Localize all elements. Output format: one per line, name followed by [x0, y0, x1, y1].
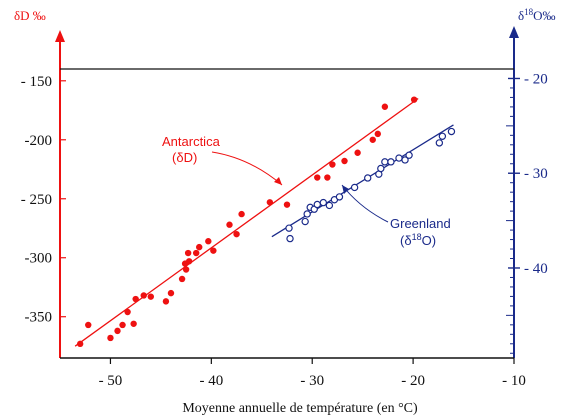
right-axis-title-oxygen: O‰ — [533, 8, 555, 23]
greenland-point — [364, 174, 372, 182]
antarctica-point — [130, 320, 137, 327]
greenland-point — [286, 234, 294, 243]
greenland-point — [285, 224, 293, 232]
antarctica-point — [193, 249, 200, 257]
antarctica-point — [185, 258, 193, 265]
greenland-point — [435, 139, 444, 147]
left-axis-title: δD ‰ — [14, 8, 46, 23]
greenland-label-subtitle: (δ18O) — [400, 232, 436, 248]
greenland-fit-line — [271, 124, 454, 238]
fit-lines — [74, 97, 454, 347]
antarctica-point — [184, 249, 192, 257]
x-tick-label: - 50 — [99, 373, 123, 389]
data-points — [76, 96, 456, 348]
antarctica-point — [140, 292, 147, 299]
antarctica-point — [162, 298, 170, 305]
greenland-point — [405, 151, 413, 159]
antarctica-annotation: Antarctica (δD) — [162, 134, 283, 186]
left-y-tick-label: -200 — [25, 133, 53, 149]
antarctica-point — [283, 201, 291, 208]
antarctica-point — [107, 334, 114, 342]
antarctica-point — [182, 266, 190, 273]
greenland-pointer-head — [342, 185, 349, 194]
antarctica-pointer — [211, 151, 283, 186]
greenland-point — [313, 200, 321, 209]
antarctica-point — [369, 136, 376, 143]
greenland-point — [319, 198, 328, 207]
left-y-tick-label: -350 — [25, 310, 53, 326]
x-tick-label: - 20 — [401, 373, 425, 389]
greenland-annotation: Greenland (δ18O) — [341, 184, 451, 248]
right-axis-title-superscript: 18 — [524, 7, 534, 17]
antarctica-point — [132, 295, 139, 303]
antarctica-label-subtitle: (δD) — [172, 150, 197, 165]
antarctica-point — [329, 161, 336, 168]
antarctica-point — [205, 238, 212, 245]
axis-ticks: - 50 - 40 - 30 - 20 - 10 - 150 -200 - 250 -300 -3… — [21, 71, 548, 389]
greenland-point — [438, 132, 447, 140]
antarctica-point — [114, 327, 121, 335]
antarctica-point — [266, 199, 274, 206]
antarctica-point — [354, 149, 361, 156]
right-y-axis-arrow — [509, 26, 519, 38]
antarctica-point — [314, 174, 321, 181]
greenland-point — [387, 158, 395, 166]
x-tick-label: - 10 — [502, 373, 526, 389]
antarctica-point — [210, 247, 217, 254]
greenland-point — [335, 193, 344, 201]
antarctica-point — [147, 293, 154, 300]
greenland-point — [447, 127, 456, 136]
greenland-label-oxygen: O) — [422, 233, 436, 248]
greenland-point — [350, 183, 359, 192]
antarctica-point — [196, 243, 203, 251]
left-y-axis-arrow — [55, 30, 65, 42]
right-y-tick-label: - 30 — [524, 166, 548, 182]
antarctica-point — [85, 321, 92, 329]
antarctica-point — [341, 157, 348, 165]
left-y-tick-label: - 250 — [21, 192, 52, 208]
greenland-pointer — [341, 184, 389, 223]
left-y-tick-label: - 150 — [21, 74, 52, 90]
x-tick-label: - 40 — [199, 373, 223, 389]
antarctica-fit-line — [74, 97, 419, 347]
right-axis-title: δ18O‰ — [518, 7, 556, 23]
right-y-tick-label: - 20 — [524, 71, 548, 87]
antarctica-point — [124, 308, 131, 316]
antarctica-point — [167, 289, 175, 297]
antarctica-point — [226, 221, 233, 228]
greenland-point — [301, 217, 309, 226]
greenland-point — [395, 154, 403, 162]
antarctica-point — [119, 321, 126, 329]
greenland-label-superscript: 18 — [412, 232, 422, 242]
greenland-point — [303, 210, 311, 218]
right-axis-title-delta: δ — [518, 8, 524, 23]
greenland-point — [377, 164, 385, 173]
antarctica-point — [233, 230, 240, 238]
antarctica-point — [324, 174, 331, 181]
greenland-point — [325, 201, 334, 210]
antarctica-point — [76, 340, 84, 348]
right-y-tick-label: - 40 — [524, 261, 548, 277]
x-tick-label: - 30 — [300, 373, 324, 389]
antarctica-point — [381, 103, 389, 110]
left-y-tick-label: -300 — [25, 251, 53, 267]
antarctica-label: Antarctica — [162, 134, 221, 149]
greenland-point — [381, 158, 389, 166]
antarctica-point — [238, 210, 245, 218]
greenland-label: Greenland — [390, 216, 451, 231]
antarctica-point — [374, 130, 381, 138]
antarctica-point — [410, 96, 418, 103]
antarctica-pointer-head — [274, 177, 282, 185]
antarctica-point — [178, 275, 186, 283]
greenland-point — [401, 156, 409, 164]
x-axis-label: Moyenne annuelle de température (en °C) — [182, 401, 418, 416]
